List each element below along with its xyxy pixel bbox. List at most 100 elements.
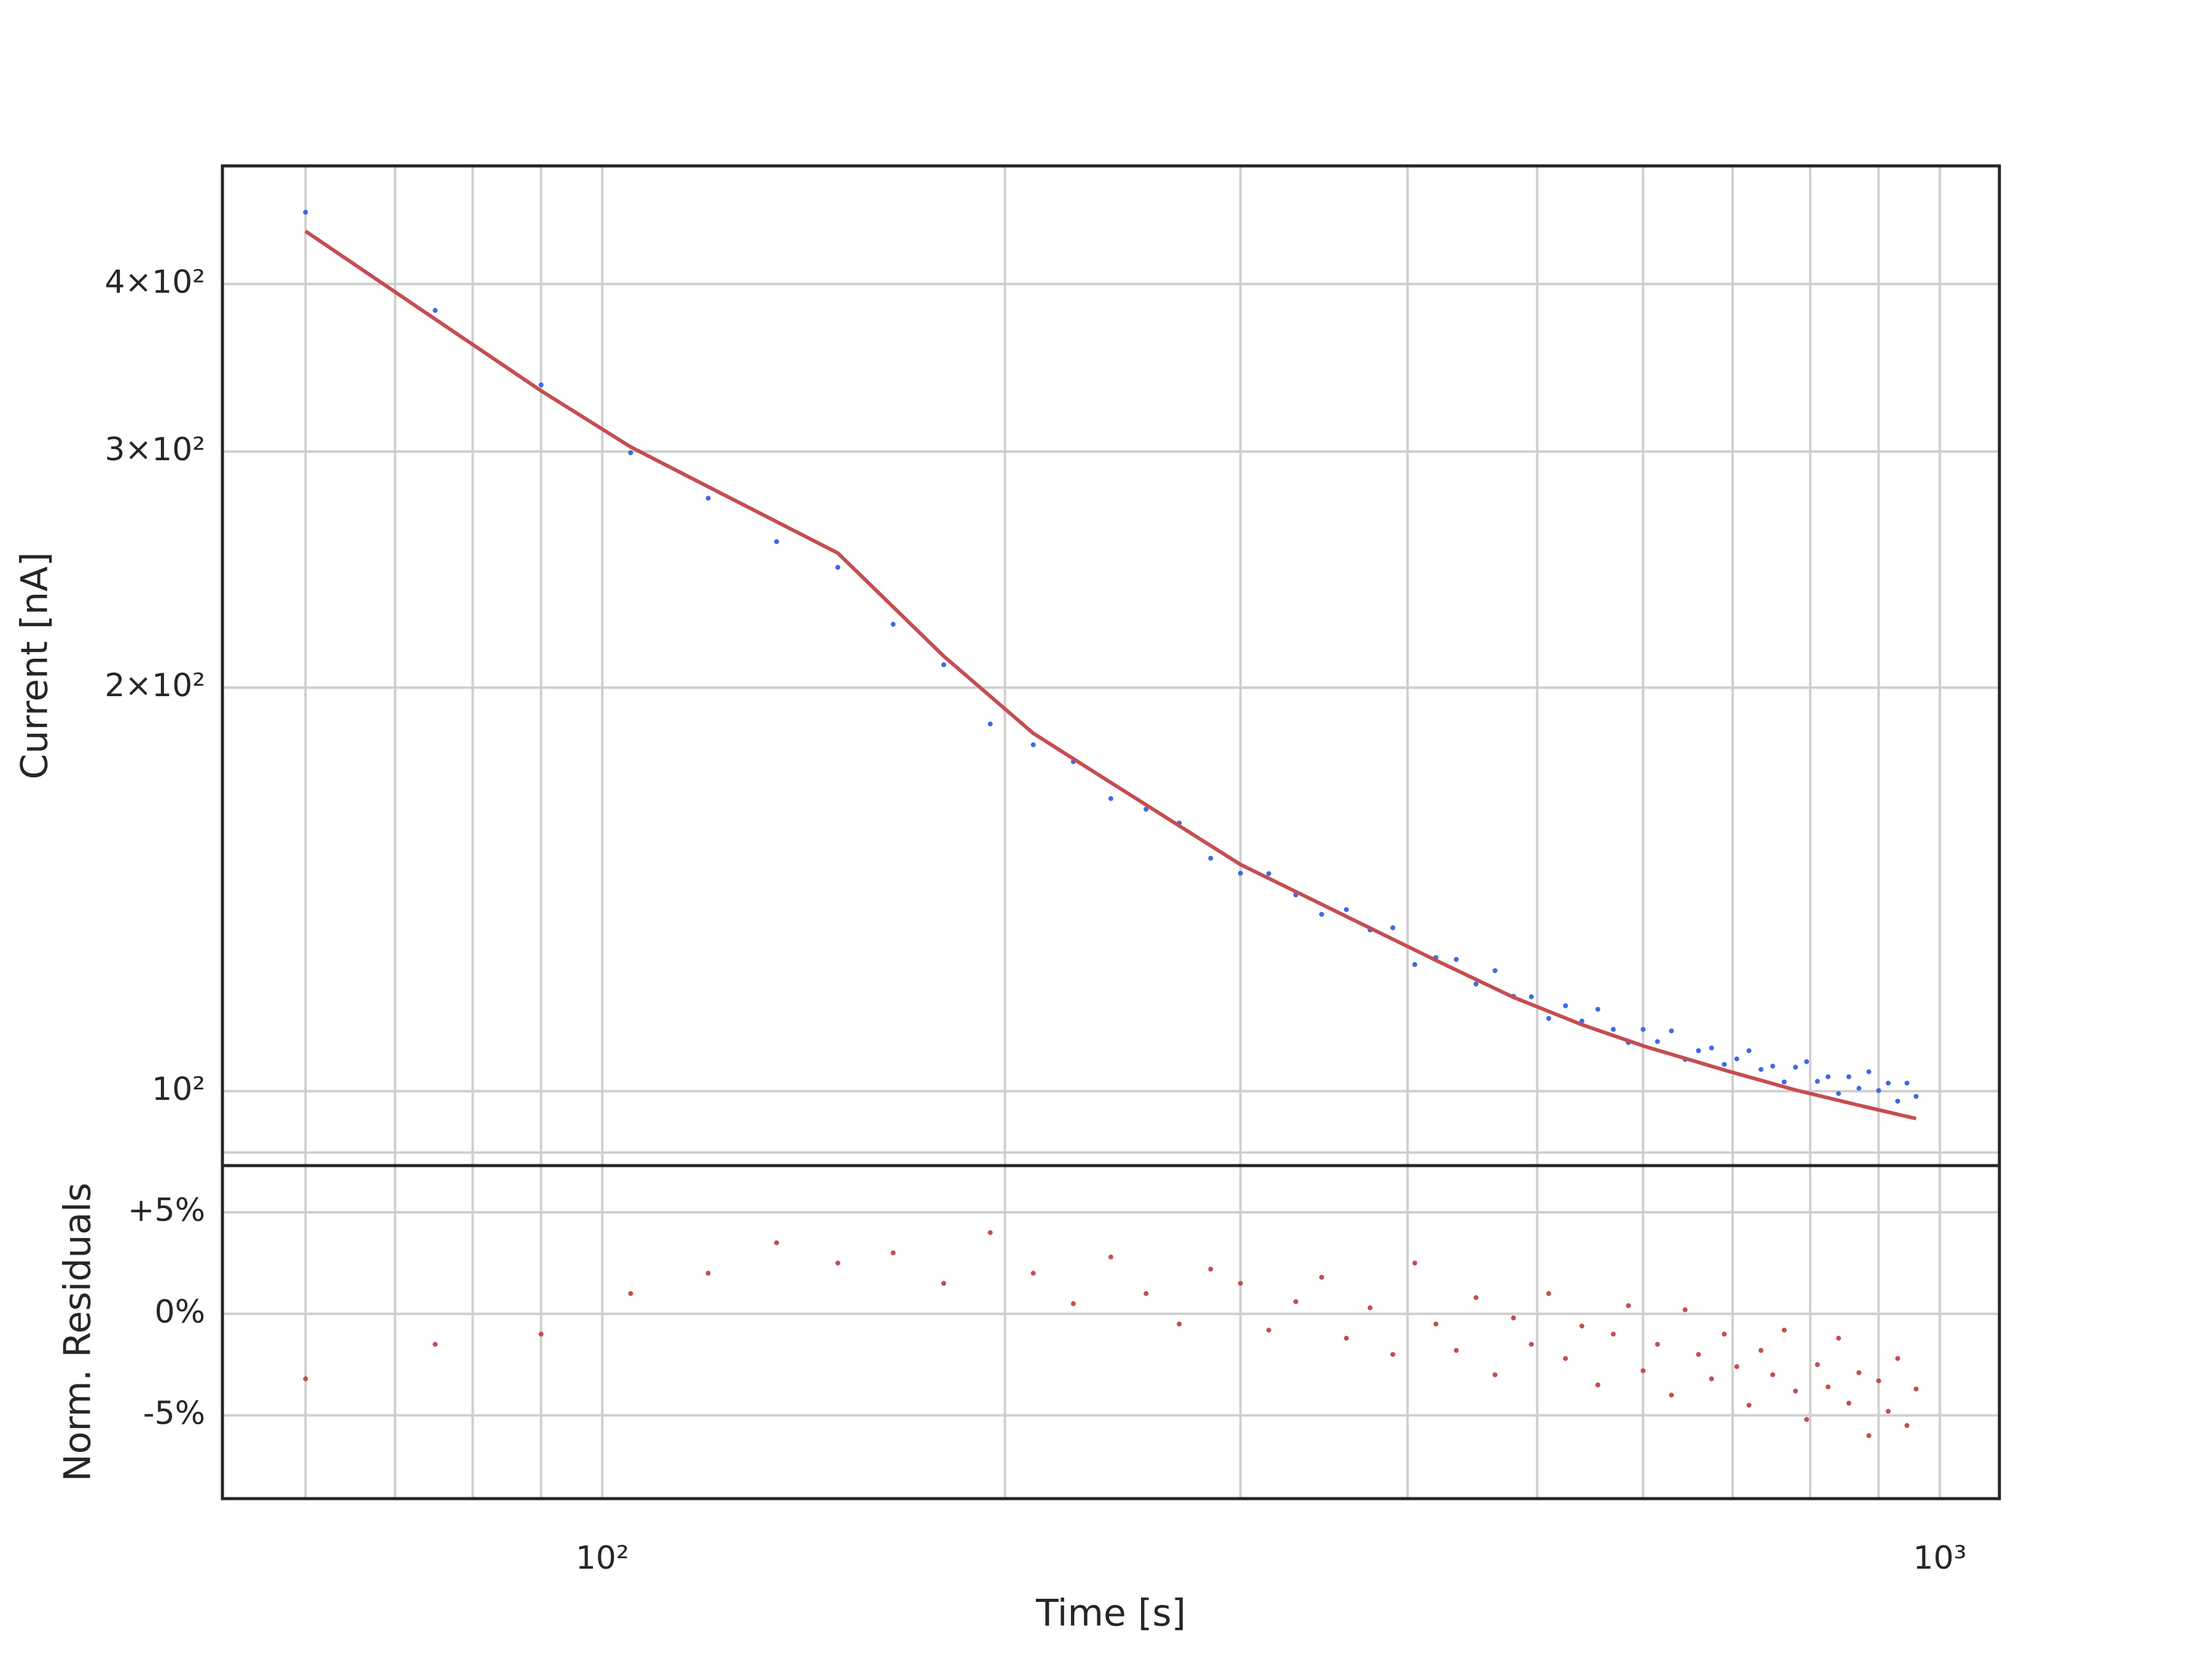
data-point — [1781, 1327, 1787, 1333]
data-point — [987, 721, 993, 727]
marks — [303, 1230, 1919, 1438]
data-point — [1696, 1352, 1701, 1357]
data-point — [1108, 796, 1113, 801]
y-tick-label: 4×10² — [104, 264, 205, 300]
data-point — [1546, 1016, 1551, 1021]
data-point — [835, 565, 841, 570]
data-point — [1319, 1274, 1324, 1280]
data-point — [1826, 1384, 1831, 1390]
y-tick-label: +5% — [128, 1192, 205, 1229]
data-point — [1641, 1368, 1646, 1373]
data-point — [774, 539, 779, 544]
data-point — [1655, 1341, 1660, 1347]
data-point — [1804, 1059, 1810, 1064]
data-point — [1579, 1324, 1585, 1329]
data-point — [1886, 1408, 1891, 1414]
data-point — [705, 495, 711, 501]
data-point — [1856, 1086, 1862, 1091]
data-point — [941, 662, 946, 667]
data-point — [1344, 1335, 1349, 1341]
data-point — [1746, 1402, 1752, 1408]
data-point — [538, 382, 544, 388]
data-point — [835, 1260, 841, 1266]
data-point — [1895, 1099, 1900, 1104]
data-point — [433, 1341, 438, 1347]
data-point — [1511, 1315, 1516, 1320]
data-point — [1770, 1064, 1776, 1069]
panel: -5% 0% +5% 10² 10³ Norm. Residuals Time [s] — [57, 1164, 2001, 1635]
data-point — [1030, 742, 1036, 748]
data-point — [987, 1230, 993, 1236]
data-point — [1266, 1327, 1271, 1333]
data-point — [1492, 968, 1498, 973]
plot-frame — [221, 1164, 2001, 1500]
data-point — [1793, 1064, 1798, 1070]
data-point — [1177, 1321, 1182, 1327]
data-point — [1473, 981, 1479, 987]
data-point — [1669, 1392, 1674, 1398]
data-point — [1746, 1048, 1752, 1053]
data-point — [890, 621, 896, 627]
data-point — [1781, 1079, 1787, 1084]
data-point — [1913, 1386, 1919, 1392]
data-point — [890, 1250, 896, 1256]
data-point — [1595, 1006, 1601, 1012]
data-point — [1070, 1301, 1076, 1306]
data-point — [1913, 1094, 1919, 1099]
data-point — [1412, 962, 1418, 967]
data-point — [1866, 1433, 1872, 1438]
data-point — [1886, 1080, 1891, 1086]
panel: 10² 2×10² 3×10² 4×10² Current [nA] — [14, 164, 2001, 1167]
data-point — [1904, 1080, 1910, 1086]
x-axis-label: Time [s] — [1035, 1592, 1186, 1635]
x-tick-label: 10² — [576, 1540, 629, 1577]
data-point — [1895, 1355, 1900, 1361]
data-point — [705, 1271, 711, 1276]
data-point — [1293, 1299, 1298, 1304]
data-point — [1529, 994, 1534, 1000]
data-point — [1454, 1347, 1459, 1353]
data-point — [1546, 1291, 1551, 1296]
y-tick-label: 10² — [152, 1071, 205, 1108]
y-axis-label: Current [nA] — [14, 552, 57, 779]
y-tick-label: 3×10² — [104, 431, 205, 468]
data-point — [1866, 1069, 1872, 1075]
data-point — [1814, 1362, 1820, 1367]
data-point — [1770, 1372, 1776, 1378]
data-point — [1492, 1372, 1498, 1378]
data-point — [1836, 1335, 1841, 1341]
data-point — [1709, 1376, 1714, 1382]
data-point — [1722, 1062, 1727, 1067]
data-point — [1367, 1305, 1373, 1311]
data-point — [1595, 1382, 1601, 1387]
data-point — [1143, 1291, 1149, 1296]
data-point — [433, 308, 438, 313]
data-point — [303, 210, 308, 215]
y-tick-label: 0% — [155, 1293, 206, 1330]
data-point — [1846, 1400, 1851, 1406]
data-point — [1804, 1417, 1810, 1422]
data-point — [1734, 1056, 1739, 1062]
data-point — [1734, 1364, 1739, 1370]
data-point — [303, 1376, 308, 1382]
fit-line — [304, 229, 1917, 1121]
data-point — [538, 1332, 544, 1337]
data-point — [628, 450, 633, 455]
data-point — [1319, 912, 1324, 917]
data-point — [1390, 1352, 1395, 1357]
data-point — [1709, 1045, 1714, 1051]
data-point — [1208, 1266, 1214, 1272]
data-point — [1655, 1039, 1660, 1045]
data-point — [1390, 925, 1395, 930]
data-point — [1108, 1254, 1113, 1260]
data-point — [1641, 1027, 1646, 1032]
data-point — [1412, 1260, 1418, 1266]
data-point — [1793, 1388, 1798, 1394]
data-point — [1836, 1091, 1841, 1096]
data-point — [1237, 871, 1243, 876]
x-tick-label: 10³ — [1913, 1540, 1967, 1577]
data-point — [1237, 1281, 1243, 1286]
data-point — [1826, 1074, 1831, 1080]
data-point — [1904, 1423, 1910, 1429]
